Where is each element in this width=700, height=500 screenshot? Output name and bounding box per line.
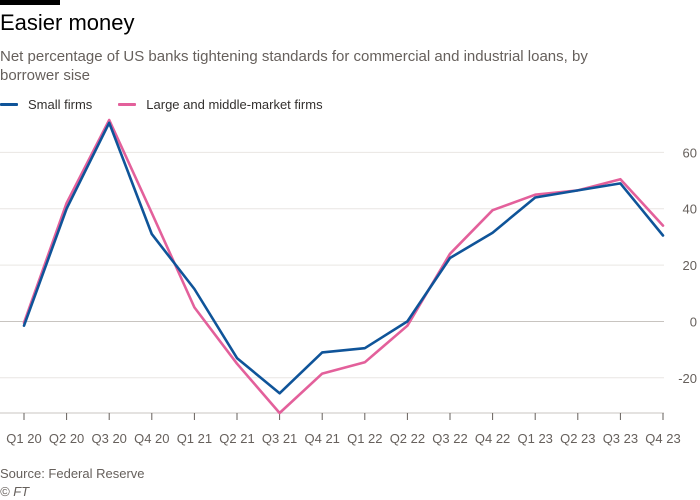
copyright-note: © FT xyxy=(0,484,30,499)
x-tick-label: Q1 23 xyxy=(517,431,552,446)
y-tick-label: 40 xyxy=(683,202,697,217)
x-tick-label: Q2 22 xyxy=(390,431,425,446)
x-tick-label: Q2 20 xyxy=(49,431,84,446)
y-tick-label: -20 xyxy=(678,371,697,386)
x-tick-label: Q4 22 xyxy=(475,431,510,446)
series-line-small-firms xyxy=(22,121,665,395)
y-tick-label: 20 xyxy=(683,258,697,273)
brand-bar xyxy=(0,0,60,5)
x-tick-label: Q3 23 xyxy=(603,431,638,446)
legend-item-small-firms: Small firms xyxy=(0,97,92,112)
x-tick-label: Q1 21 xyxy=(177,431,212,446)
x-tick-label: Q3 20 xyxy=(91,431,126,446)
x-tick-label: Q1 22 xyxy=(347,431,382,446)
legend-swatch-small-firms xyxy=(0,102,18,106)
y-tick-label: 0 xyxy=(690,314,697,329)
series-line-large-firms xyxy=(22,118,665,415)
x-tick-label: Q2 23 xyxy=(560,431,595,446)
x-tick-label: Q4 21 xyxy=(304,431,339,446)
legend-label-large-firms: Large and middle-market firms xyxy=(146,96,323,112)
legend: Small firms Large and middle-market firm… xyxy=(0,95,349,113)
chart-title: Easier money xyxy=(0,10,135,35)
x-tick-label: Q1 20 xyxy=(6,431,41,446)
legend-item-large-firms: Large and middle-market firms xyxy=(118,96,323,112)
source-note: Source: Federal Reserve xyxy=(0,466,145,481)
x-tick-label: Q2 21 xyxy=(219,431,254,446)
x-tick-label: Q3 22 xyxy=(432,431,467,446)
x-tick-label: Q3 21 xyxy=(262,431,297,446)
legend-swatch-large-firms xyxy=(118,102,137,106)
chart-subtitle: Net percentage of US banks tightening st… xyxy=(0,48,588,84)
legend-label-small-firms: Small firms xyxy=(28,96,93,112)
y-tick-label: 60 xyxy=(683,145,697,160)
x-tick-label: Q4 23 xyxy=(645,431,680,446)
x-tick-label: Q4 20 xyxy=(134,431,169,446)
